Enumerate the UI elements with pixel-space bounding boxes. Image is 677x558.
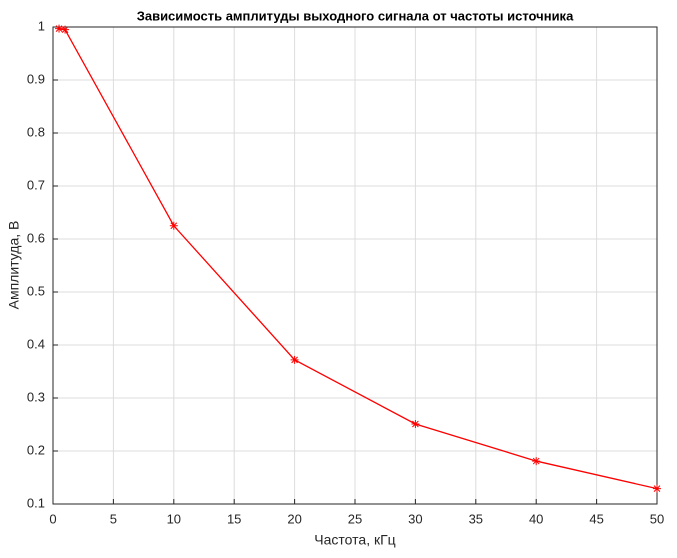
x-tick-label: 40 [529,511,543,526]
chart-title: Зависимость амплитуды выходного сигнала … [137,8,574,23]
x-tick-label: 30 [408,511,422,526]
marker [61,25,70,34]
x-tick-label: 0 [49,511,56,526]
marker [411,419,420,428]
x-tick-label: 45 [589,511,603,526]
y-tick-label: 0.5 [27,283,45,298]
y-tick-label: 0.3 [27,389,45,404]
marker [290,355,299,364]
marker [653,484,661,493]
y-tick-label: 0.8 [27,124,45,139]
y-axis-label: Амплитуда, В [6,221,22,310]
y-tick-label: 0.7 [27,177,45,192]
x-tick-label: 15 [227,511,241,526]
y-tick-label: 0.6 [27,230,45,245]
x-axis-label: Частота, кГц [314,532,395,548]
plot-frame [52,26,658,505]
y-tick-label: 0.9 [27,71,45,86]
x-tick-label: 35 [469,511,483,526]
x-tick-label: 5 [110,511,117,526]
marker [532,457,541,466]
marker [169,221,178,230]
y-tick-label: 0.2 [27,442,45,457]
y-tick-label: 0.1 [27,495,45,510]
x-tick-label: 50 [650,511,664,526]
x-tick-label: 20 [287,511,301,526]
x-tick-label: 25 [348,511,362,526]
y-tick-label: 1 [38,18,45,33]
marker [55,24,64,33]
y-tick-label: 0.4 [27,336,45,351]
x-tick-label: 10 [167,511,181,526]
